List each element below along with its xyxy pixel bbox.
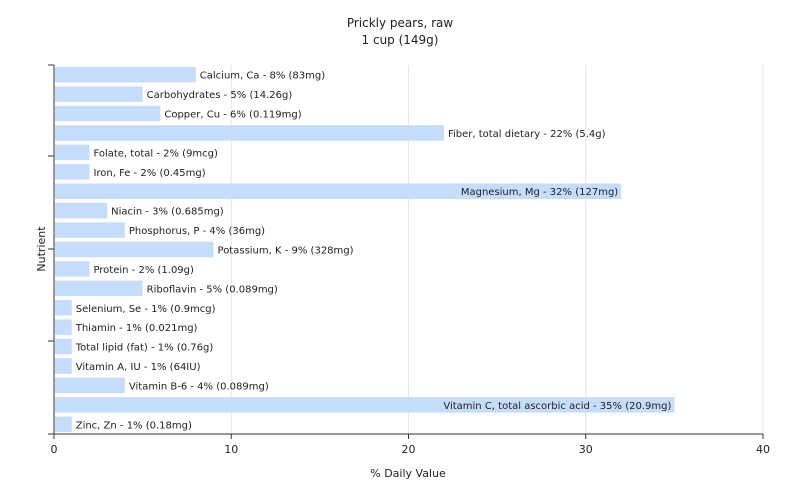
x-tick-label: 10 bbox=[224, 443, 238, 456]
x-axis-title: % Daily Value bbox=[370, 467, 446, 480]
bar bbox=[55, 416, 72, 433]
bar-label: Calcium, Ca - 8% (83mg) bbox=[200, 71, 325, 82]
bar-label: Vitamin B-6 - 4% (0.089mg) bbox=[129, 381, 269, 392]
bar bbox=[55, 261, 90, 277]
bar-label: Phosphorus, P - 4% (36mg) bbox=[129, 226, 265, 237]
bar-label: Carbohydrates - 5% (14.26g) bbox=[147, 90, 293, 101]
bar-label: Protein - 2% (1.09g) bbox=[93, 265, 194, 276]
bar bbox=[55, 222, 125, 238]
chart-subtitle: 1 cup (149g) bbox=[362, 33, 439, 47]
bar-label: Niacin - 3% (0.685mg) bbox=[111, 207, 224, 218]
bar bbox=[55, 125, 444, 141]
bar bbox=[55, 86, 143, 102]
bar bbox=[55, 377, 125, 394]
x-tick-label: 20 bbox=[402, 443, 416, 456]
bar-label: Potassium, K - 9% (328mg) bbox=[218, 246, 354, 257]
bar-label: Iron, Fe - 2% (0.45mg) bbox=[93, 168, 205, 179]
bar bbox=[55, 144, 90, 161]
x-tick-label: 0 bbox=[51, 443, 58, 456]
bar bbox=[55, 66, 196, 83]
bar bbox=[55, 358, 72, 374]
chart-title: Prickly pears, raw bbox=[347, 16, 454, 30]
bar bbox=[55, 241, 214, 258]
bar bbox=[55, 338, 72, 355]
bar bbox=[55, 183, 622, 199]
bar bbox=[55, 164, 90, 180]
bar bbox=[55, 280, 143, 297]
bar-label: Magnesium, Mg - 32% (127mg) bbox=[461, 187, 618, 198]
bars-group: Calcium, Ca - 8% (83mg) Carbohydrates - 5… bbox=[55, 66, 675, 433]
bar-label: Fiber, total dietary - 22% (5.4g) bbox=[448, 129, 606, 140]
bar bbox=[55, 319, 72, 335]
y-axis-title: Nutrient bbox=[35, 226, 48, 272]
bar-label: Vitamin A, IU - 1% (64IU) bbox=[76, 362, 201, 373]
bar-label: Thiamin - 1% (0.021mg) bbox=[75, 323, 198, 334]
x-tick-label: 30 bbox=[579, 443, 593, 456]
bar-label: Copper, Cu - 6% (0.119mg) bbox=[164, 110, 301, 121]
bar bbox=[55, 202, 108, 219]
bar-label: Vitamin C, total ascorbic acid - 35% (20… bbox=[443, 401, 671, 412]
bar bbox=[55, 397, 675, 413]
bar-label: Riboflavin - 5% (0.089mg) bbox=[147, 284, 278, 295]
bar-label: Folate, total - 2% (9mcg) bbox=[93, 148, 218, 159]
x-tick-label: 40 bbox=[756, 443, 770, 456]
bar-label: Zinc, Zn - 1% (0.18mg) bbox=[76, 420, 192, 431]
bar bbox=[55, 300, 72, 316]
axes-group: 0 10 20 30 40 bbox=[48, 64, 770, 456]
bar-label: Total lipid (fat) - 1% (0.76g) bbox=[75, 343, 214, 354]
bar-label: Selenium, Se - 1% (0.9mcg) bbox=[76, 304, 216, 315]
bar bbox=[55, 105, 161, 122]
